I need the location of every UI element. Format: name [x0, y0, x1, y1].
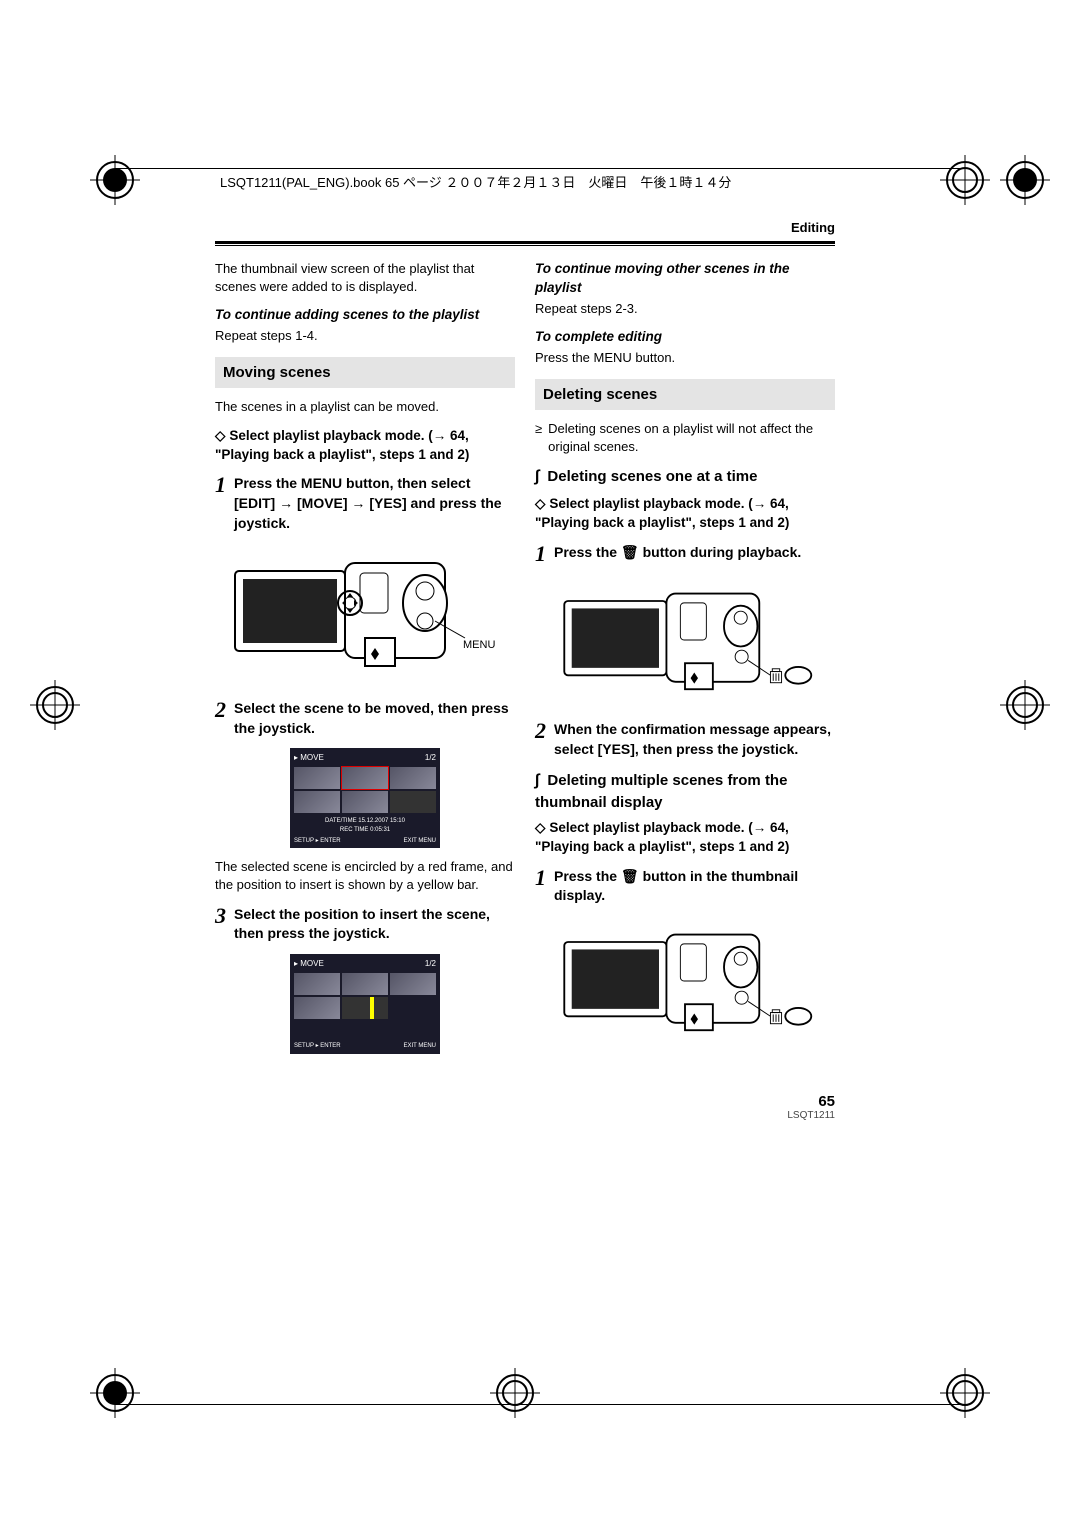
thumb-page: 1/2: [425, 752, 436, 763]
delete-note: Deleting scenes on a playlist will not a…: [548, 420, 835, 456]
camera-figure-2: [535, 575, 835, 711]
crop-mark-tl: [90, 155, 140, 205]
delete-one-heading: Deleting scenes one at a time: [535, 466, 835, 488]
section-label: Editing: [215, 220, 835, 235]
crop-mark-bc: [490, 1368, 540, 1418]
menu-label: MENU: [463, 639, 495, 651]
page-content: Editing The thumbnail view screen of the…: [215, 220, 835, 1121]
continue-adding-heading: To continue adding scenes to the playlis…: [215, 306, 515, 325]
delete-multi-precond: Select playlist playback mode. (→ 64, "P…: [535, 819, 835, 857]
camera-figure-3: [535, 916, 835, 1052]
top-rule: [215, 241, 835, 246]
delete-step-1: 1 Press the 🗑 button during playback.: [535, 543, 835, 565]
crop-line-bot: [115, 1404, 965, 1405]
delete-one-precond: Select playlist playback mode. (→ 64, "P…: [535, 495, 835, 533]
continue-moving-body: Repeat steps 2-3.: [535, 300, 835, 318]
step-number: 1: [535, 867, 546, 906]
delete-multi-heading: Deleting multiple scenes from the thumbn…: [535, 770, 835, 813]
step-text: Press the MENU button, then select [EDIT…: [234, 474, 515, 533]
thumb-info2: REC TIME 0:05:31: [294, 826, 436, 834]
step-text: Press the 🗑 button in the thumbnail disp…: [554, 867, 835, 906]
crop-mark-tr: [940, 155, 990, 205]
step-number: 1: [215, 474, 226, 533]
continue-moving-heading: To continue moving other scenes in the p…: [535, 260, 835, 298]
complete-editing-heading: To complete editing: [535, 328, 835, 347]
thumb-setup: SETUP ▸ ENTER: [294, 1042, 341, 1050]
encircle-text: The selected scene is encircled by a red…: [215, 858, 515, 894]
thumbnail-figure-2: ▸ MOVE 1/2 SETUP ▸ ENTER EXIT MENU: [215, 954, 515, 1054]
step-number: 3: [215, 905, 226, 944]
step-number: 1: [535, 543, 546, 565]
crop-mark-bl: [90, 1368, 140, 1418]
thumb-title: ▸ MOVE: [294, 752, 324, 763]
file-header: LSQT1211(PAL_ENG).book 65 ページ ２００７年２月１３日…: [220, 172, 731, 191]
step-text: Select the position to insert the scene,…: [234, 905, 515, 944]
moving-step-3: 3 Select the position to insert the scen…: [215, 905, 515, 944]
thumb-exit: EXIT MENU: [403, 1042, 436, 1050]
continue-adding-body: Repeat steps 1-4.: [215, 327, 515, 345]
delete-step-2: 2 When the confirmation message appears,…: [535, 720, 835, 759]
page-number: 65: [215, 1093, 835, 1110]
thumb-setup: SETUP ▸ ENTER: [294, 837, 341, 845]
moving-step-1: 1 Press the MENU button, then select [ED…: [215, 474, 515, 533]
step-number: 2: [215, 699, 226, 738]
crop-line-top: [115, 168, 965, 169]
step-text: Press the 🗑 button during playback.: [554, 543, 835, 565]
thumb-exit: EXIT MENU: [403, 837, 436, 845]
doc-code: LSQT1211: [215, 1110, 835, 1121]
delete-multi-step-1: 1 Press the 🗑 button in the thumbnail di…: [535, 867, 835, 906]
step-number: 2: [535, 720, 546, 759]
thumb-info1: DATE/TIME 15.12.2007 15:10: [294, 817, 436, 825]
thumb-title: ▸ MOVE: [294, 958, 324, 969]
step-text: When the confirmation message appears, s…: [554, 720, 835, 759]
intro-text: The thumbnail view screen of the playlis…: [215, 260, 515, 296]
moving-intro: The scenes in a playlist can be moved.: [215, 398, 515, 416]
step-text: Select the scene to be moved, then press…: [234, 699, 515, 738]
complete-editing-body: Press the MENU button.: [535, 349, 835, 367]
thumb-page: 1/2: [425, 958, 436, 969]
moving-step-2: 2 Select the scene to be moved, then pre…: [215, 699, 515, 738]
crop-mark-ml: [30, 680, 80, 730]
deleting-scenes-heading: Deleting scenes: [535, 379, 835, 410]
crop-mark-mr: [1000, 680, 1050, 730]
moving-scenes-heading: Moving scenes: [215, 357, 515, 388]
crop-mark-tr2: [1000, 155, 1050, 205]
thumbnail-figure-1: ▸ MOVE 1/2 DATE/TIME 15.12.2007 15:10 RE…: [215, 748, 515, 848]
moving-precond: Select playlist playback mode. (→ 64, "P…: [215, 427, 515, 465]
crop-mark-br: [940, 1368, 990, 1418]
camera-figure-1: MENU: [215, 543, 515, 689]
